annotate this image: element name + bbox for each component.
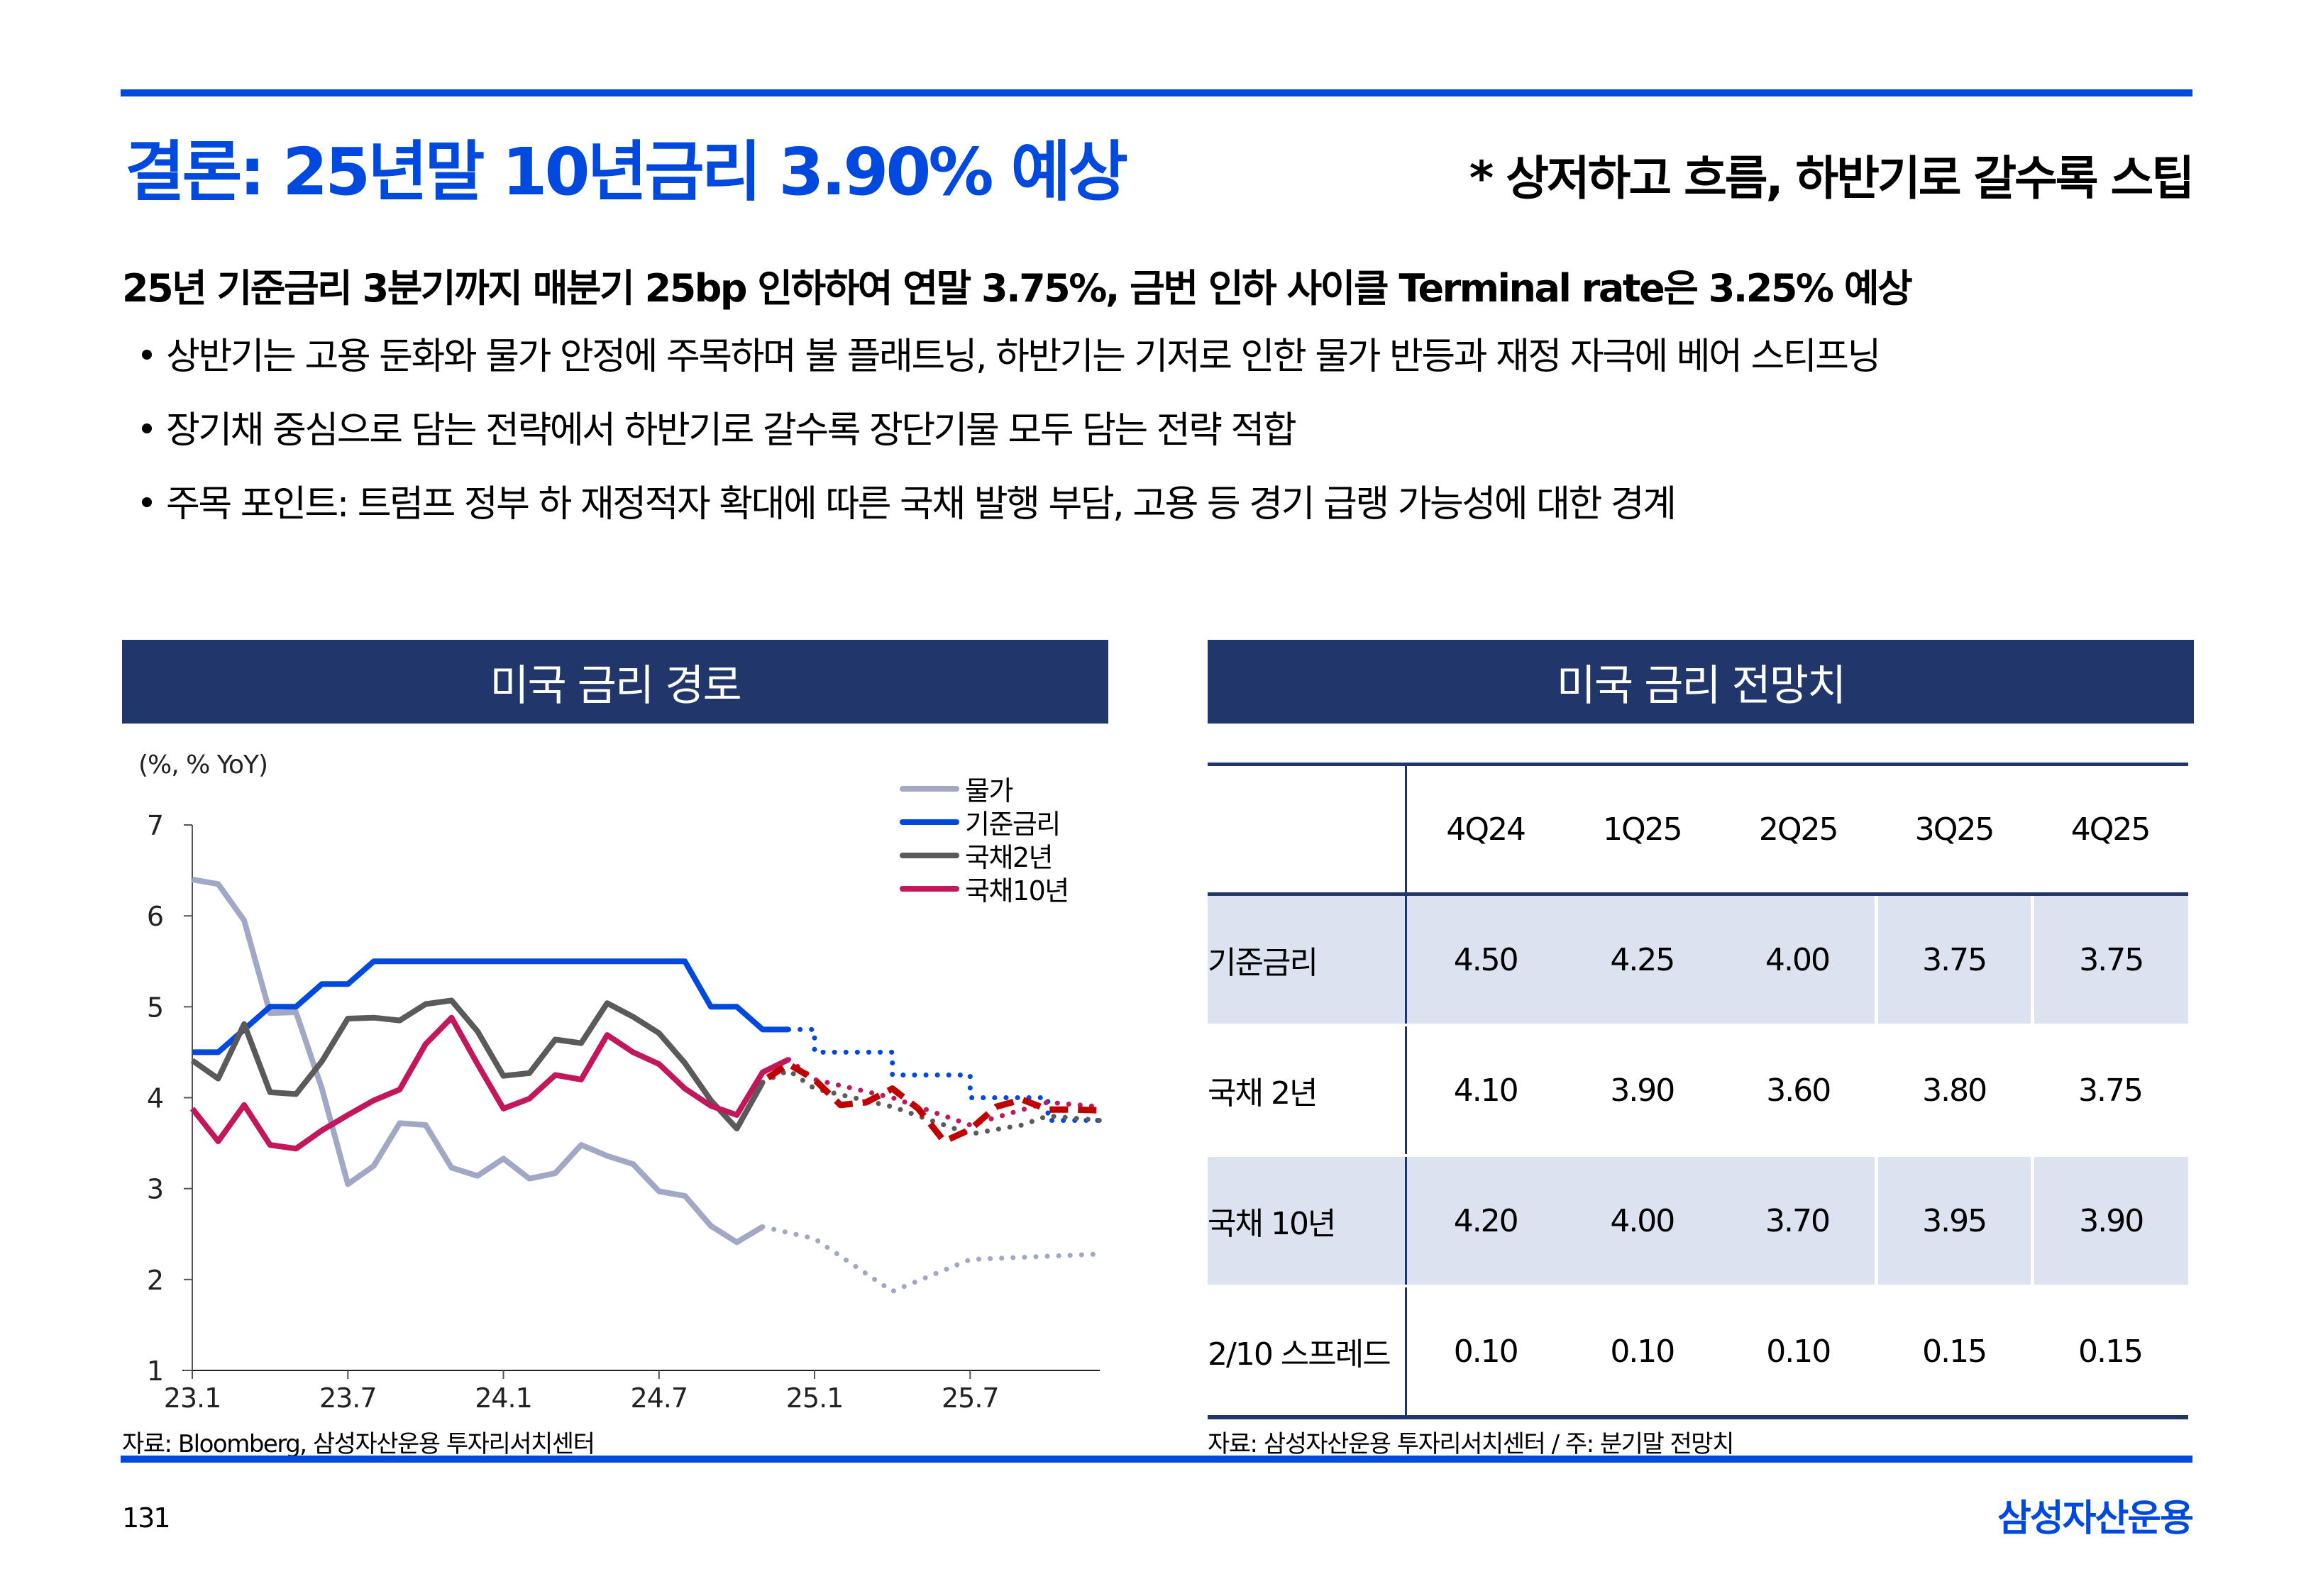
x-tick-label: 24.7 [630,1382,688,1414]
y-tick-label: 2 [147,1265,164,1296]
series-line-ust10y [189,1014,790,1152]
bullet-icon [142,350,152,360]
column-header: 4Q25 [2032,763,2188,896]
table-cell: 3.95 [1874,1154,2033,1286]
chart-legend: 물가 기준금리 국채2년 국채10년 [900,772,1069,907]
legend-swatch-ust10 [900,885,959,892]
page-title: 결론: 25년말 10년금리 3.90% 예상 [125,134,1128,210]
row-label: 2/10 스프레드 [1208,1285,1407,1419]
legend-item-fed: 기준금리 [900,805,1069,840]
bullet-item: 장기채 중심으로 담는 전략에서 하반기로 갈수록 장단기물 모두 담는 전략 … [142,406,1880,480]
table-cell: 3.90 [2030,1154,2188,1286]
table-cell: 4.00 [1720,894,1877,1025]
chart-panel-header: 미국 금리 경로 [122,640,1108,724]
top-rule [121,89,2192,96]
table-row: 2/10 스프레드 0.10 0.10 0.10 0.15 0.15 [1208,1285,2188,1419]
table-cell: 4.25 [1564,894,1721,1025]
table-row: 국채 10년 4.20 4.00 3.70 3.95 3.90 [1208,1154,2188,1286]
table-cell: 3.70 [1720,1154,1877,1286]
bullet-text: 장기채 중심으로 담는 전략에서 하반기로 갈수록 장단기물 모두 담는 전략 … [166,409,1297,452]
row-label: 국채 2년 [1208,1024,1407,1156]
chart-source: 자료: Bloomberg, 삼성자산운용 투자리서치센터 [122,1430,595,1458]
column-header: 3Q25 [1876,763,2033,896]
legend-label: 국채10년 [965,875,1069,907]
table-cell: 0.10 [1720,1285,1877,1419]
x-tick-label: 24.1 [475,1382,532,1414]
table-cell: 4.50 [1406,894,1565,1025]
legend-item-ust2: 국채2년 [900,838,1069,873]
y-tick-label: 7 [147,810,164,841]
table-source: 자료: 삼성자산운용 투자리서치센터 / 주: 분기말 전망치 [1208,1430,1734,1458]
legend-item-cpi: 물가 [900,772,1069,807]
series-line-ust10y-path [766,1060,1100,1145]
table-cell: 3.75 [1874,894,2033,1025]
series-line-cpi [192,876,764,1246]
series-line-ust2y-forecast [760,1068,1103,1137]
forecast-table: 4Q24 1Q25 2Q25 3Q25 4Q25 기준금리 4.50 4.25 … [1208,763,2188,1419]
column-header: 2Q25 [1720,763,1877,896]
bullet-item: 상반기는 고용 둔화와 물가 안정에 주목하며 불 플래트닝, 하반기는 기저로… [142,332,1881,406]
x-tick-label: 23.1 [164,1382,221,1414]
bullet-text: 주목 포인트: 트럼프 정부 하 재정적자 확대에 따른 국채 발행 부담, 고… [166,483,1677,526]
series-line-fed-rate [192,958,789,1055]
row-label: 국채 10년 [1208,1154,1407,1286]
table-cell: 0.10 [1564,1285,1721,1419]
row-label: 기준금리 [1208,894,1407,1025]
table-panel-header: 미국 금리 전망치 [1208,640,2194,724]
table-row: 기준금리 4.50 4.25 4.00 3.75 3.75 [1208,894,2188,1025]
column-header: 4Q24 [1406,763,1565,896]
x-tick-label: 25.1 [786,1382,844,1414]
legend-label: 국채2년 [965,842,1054,873]
legend-swatch-cpi [900,785,959,792]
table-row: 국채 2년 4.10 3.90 3.60 3.80 3.75 [1208,1024,2188,1156]
table-cell: 0.15 [2032,1285,2188,1419]
bullet-item: 주목 포인트: 트럼프 정부 하 재정적자 확대에 따른 국채 발행 부담, 고… [142,480,1880,553]
chart-axes: 1 2 3 4 5 6 7 23.1 23.7 24.1 24.7 25.1 25.7 [147,810,1100,1414]
table-cell: 3.90 [1564,1024,1721,1156]
series-line-ust2y [190,997,766,1132]
page-subnote: * 상저하고 흐름, 하반기로 갈수록 스팁 [1469,151,2195,206]
table-cell: 4.00 [1564,1154,1721,1286]
bullet-icon [142,423,152,433]
summary-bullets: 상반기는 고용 둔화와 물가 안정에 주목하며 불 플래트닝, 하반기는 기저로… [142,332,1881,553]
legend-label: 기준금리 [965,809,1061,840]
chart-panel-title: 미국 금리 경로 [490,660,741,711]
legend-label: 물가 [965,775,1013,807]
table-cell: 0.15 [1876,1285,2033,1419]
brand-logo: 삼성자산운용 [1997,1497,2194,1540]
rate-path-chart: 1 2 3 4 5 6 7 23.1 23.7 24.1 24.7 25.1 25.7 [147,810,1103,1414]
y-tick-label: 1 [147,1356,164,1387]
series-line-ust10y-forecast [786,1057,1103,1128]
table-cell: 3.60 [1720,1024,1877,1156]
series-line-cpi-forecast [760,1224,1103,1294]
y-tick-label: 3 [147,1174,164,1205]
x-tick-label: 25.7 [942,1382,999,1414]
page-number: 131 [122,1502,171,1534]
table-panel-title: 미국 금리 전망치 [1556,660,1847,711]
y-tick-label: 4 [147,1083,164,1114]
table-cell: 3.75 [2030,894,2188,1025]
chart-series [189,876,1103,1294]
table-cell: 0.10 [1406,1285,1565,1419]
summary-lead: 25년 기준금리 3분기까지 매분기 25bp 인하하여 연말 3.75%, 금… [122,266,1913,311]
table-cell: 4.10 [1406,1024,1565,1156]
bullet-icon [142,497,152,507]
table-cell: 4.20 [1406,1154,1565,1286]
x-tick-label: 23.7 [319,1382,377,1414]
table-cell: 3.75 [2032,1024,2188,1156]
bullet-text: 상반기는 고용 둔화와 물가 안정에 주목하며 불 플래트닝, 하반기는 기저로… [166,336,1881,378]
y-tick-label: 5 [147,992,164,1023]
legend-swatch-ust2 [900,852,959,858]
y-tick-label: 6 [147,901,164,932]
legend-item-ust10: 국채10년 [900,872,1069,907]
legend-swatch-fed [900,819,959,825]
table-cell: 3.80 [1876,1024,2033,1156]
chart-unit-label: (%, % YoY) [138,750,268,780]
column-header: 1Q25 [1564,763,1721,896]
table-corner [1208,763,1407,896]
bottom-rule [121,1456,2192,1463]
table-header-row: 4Q24 1Q25 2Q25 3Q25 4Q25 [1208,763,2188,896]
